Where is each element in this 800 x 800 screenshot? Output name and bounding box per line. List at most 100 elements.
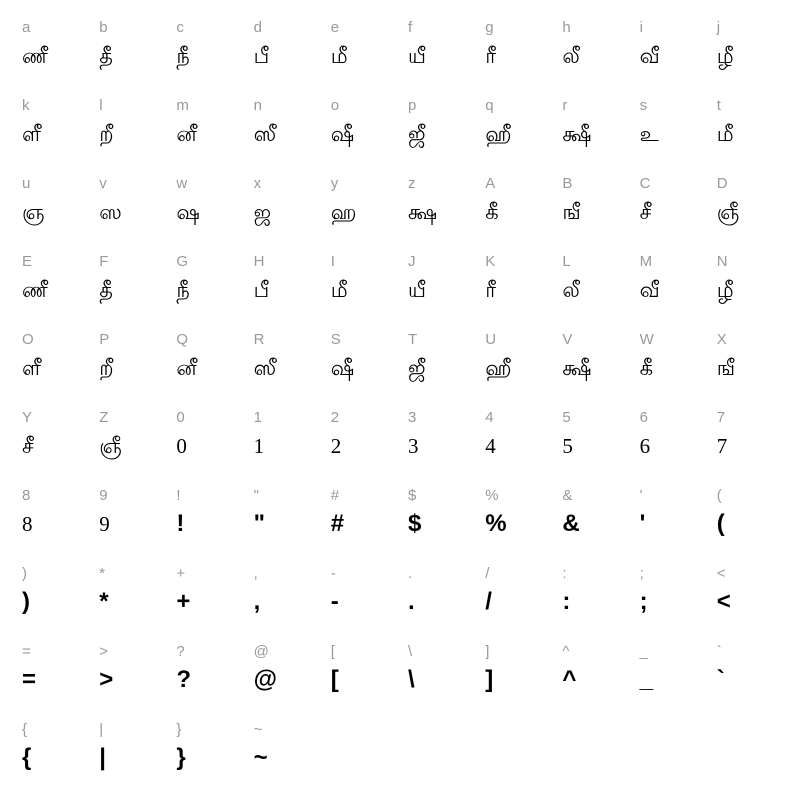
char-label: 4 <box>485 408 558 434</box>
glyph-cell: Nழீ <box>713 252 790 330</box>
char-label: z <box>408 174 481 200</box>
char-glyph: மீ <box>331 278 404 302</box>
glyph-cell: mனீ <box>172 96 249 174</box>
char-label: * <box>99 564 172 590</box>
char-label: 0 <box>176 408 249 434</box>
char-glyph: * <box>99 590 172 614</box>
glyph-cell: {{ <box>18 720 95 798</box>
char-glyph: 2 <box>331 434 404 458</box>
char-glyph: 0 <box>176 434 249 458</box>
char-glyph: 4 <box>485 434 558 458</box>
char-glyph: : <box>562 590 635 614</box>
glyph-cell: Eணீ <box>18 252 95 330</box>
char-glyph: ஸீ <box>254 122 327 146</box>
char-glyph: லீ <box>562 44 635 68</box>
glyph-cell: [[ <box>327 642 404 720</box>
glyph-cell: zக்ஷ <box>404 174 481 252</box>
char-glyph: 3 <box>408 434 481 458</box>
char-glyph: நீ <box>176 44 249 68</box>
glyph-cell: Sஷீ <box>327 330 404 408</box>
char-label: O <box>22 330 95 356</box>
char-glyph: " <box>254 512 327 536</box>
char-label: f <box>408 18 481 44</box>
char-label: ] <box>485 642 558 668</box>
glyph-cell: Mவீ <box>636 252 713 330</box>
glyph-cell: oஷீ <box>327 96 404 174</box>
char-glyph: + <box>176 590 249 614</box>
char-glyph: ! <box>176 512 249 536</box>
glyph-cell: aணீ <box>18 18 95 96</box>
glyph-cell: dபீ <box>250 18 327 96</box>
char-label: i <box>640 18 713 44</box>
char-label: o <box>331 96 404 122</box>
glyph-cell: ;; <box>636 564 713 642</box>
char-label: 1 <box>254 408 327 434</box>
char-label: $ <box>408 486 481 512</box>
char-glyph: ஜ <box>254 200 327 224</box>
char-label: X <box>717 330 790 356</box>
char-glyph: ணீ <box>22 44 95 68</box>
char-glyph: வீ <box>640 278 713 302</box>
glyph-cell: :: <box>558 564 635 642</box>
char-label: 3 <box>408 408 481 434</box>
char-label: n <box>254 96 327 122</box>
char-label: \ <box>408 642 481 668</box>
char-glyph: ணீ <box>22 278 95 302</box>
char-glyph: றீ <box>99 356 172 380</box>
glyph-cell: Fதீ <box>95 252 172 330</box>
char-label: k <box>22 96 95 122</box>
char-glyph: 5 <box>562 434 635 458</box>
char-glyph: 7 <box>717 434 790 458</box>
char-glyph: ) <box>22 590 95 614</box>
glyph-cell: 44 <box>481 408 558 486</box>
char-glyph: { <box>22 746 95 770</box>
char-label: ` <box>717 642 790 668</box>
glyph-cell: Pறீ <box>95 330 172 408</box>
glyph-cell: Tஜீ <box>404 330 481 408</box>
glyph-cell: Oளீ <box>18 330 95 408</box>
char-glyph: தீ <box>99 278 172 302</box>
char-glyph: @ <box>254 668 327 692</box>
glyph-cell: ]] <box>481 642 558 720</box>
char-label: / <box>485 564 558 590</box>
char-glyph: ; <box>640 590 713 614</box>
char-label: r <box>562 96 635 122</box>
glyph-cell: Zஞீ <box>95 408 172 486</box>
glyph-cell: Aகீ <box>481 174 558 252</box>
glyph-cell: tமீ <box>713 96 790 174</box>
char-label: " <box>254 486 327 512</box>
char-label: P <box>99 330 172 356</box>
char-glyph: ஹ <box>331 200 404 224</box>
char-label: C <box>640 174 713 200</box>
glyph-cell: 11 <box>250 408 327 486</box>
char-glyph: % <box>485 512 558 536</box>
glyph-cell: Vக்ஷீ <box>558 330 635 408</box>
glyph-cell: kளீ <box>18 96 95 174</box>
char-label: L <box>562 252 635 278</box>
glyph-cell: jழீ <box>713 18 790 96</box>
char-label: + <box>176 564 249 590</box>
char-glyph: சீ <box>22 434 95 458</box>
char-label: ^ <box>562 642 635 668</box>
glyph-cell: sஉ <box>636 96 713 174</box>
char-glyph: யீ <box>408 44 481 68</box>
glyph-cell: && <box>558 486 635 564</box>
char-label: c <box>176 18 249 44</box>
char-label: v <box>99 174 172 200</box>
char-glyph: ^ <box>562 668 635 692</box>
glyph-cell: Cசீ <box>636 174 713 252</box>
char-label: ) <box>22 564 95 590</box>
glyph-cell: vஸ <box>95 174 172 252</box>
char-label: Y <box>22 408 95 434</box>
char-label: } <box>176 720 249 746</box>
char-glyph: ளீ <box>22 356 95 380</box>
glyph-cell: )) <box>18 564 95 642</box>
char-glyph: _ <box>640 668 713 692</box>
glyph-cell: wஷ <box>172 174 249 252</box>
char-label: ; <box>640 564 713 590</box>
char-label: Q <box>176 330 249 356</box>
char-label: h <box>562 18 635 44</box>
char-glyph: ரீ <box>485 44 558 68</box>
char-label: m <box>176 96 249 122</box>
char-label: & <box>562 486 635 512</box>
